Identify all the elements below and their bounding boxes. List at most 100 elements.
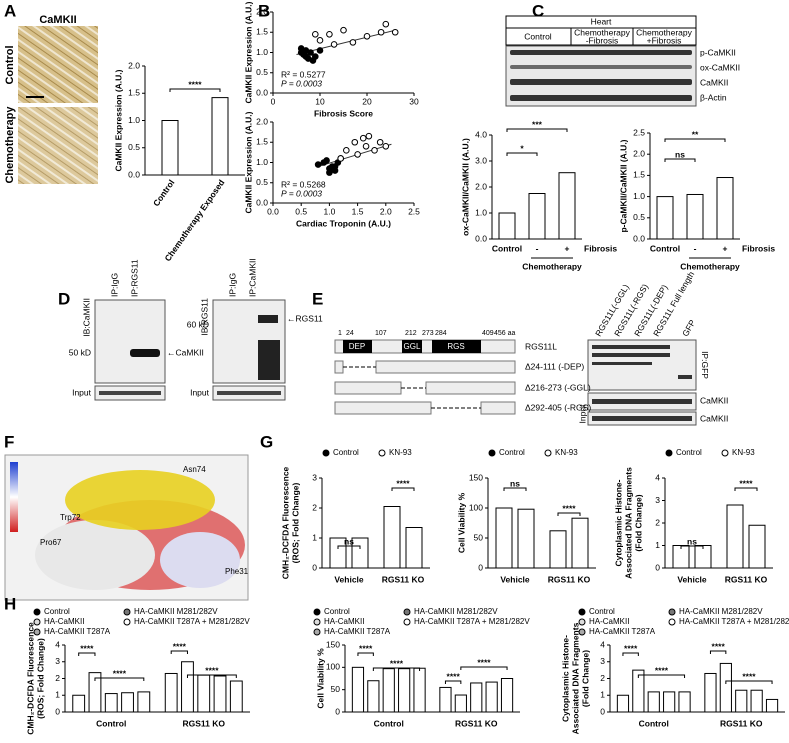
point — [331, 163, 339, 170]
bar — [470, 682, 483, 713]
lane-label: GFP — [680, 318, 698, 338]
y-tick-label: 0 — [600, 706, 605, 716]
x-tick-label: RGS11 KO — [720, 718, 763, 728]
y-tick-label: 100 — [469, 502, 483, 512]
legend-label: Control — [324, 607, 350, 616]
point — [351, 138, 359, 146]
y-tick-label: 1 — [600, 690, 605, 700]
y-tick-label: 2 — [55, 673, 60, 683]
point — [382, 20, 390, 28]
x-tick-label: RGS11 KO — [182, 718, 225, 728]
panel-title: CaMKII — [39, 14, 76, 26]
x-tick-label: - — [536, 243, 539, 253]
significance: **** — [396, 478, 410, 488]
y-axis-label: (Fold Change) — [580, 650, 590, 707]
x-tick-label: RGS11 KO — [455, 718, 498, 728]
bar — [197, 674, 211, 713]
significance: **** — [655, 665, 669, 675]
bar — [439, 686, 452, 713]
domain — [343, 340, 372, 353]
residue-label: Pro67 — [40, 538, 62, 547]
point — [362, 143, 370, 150]
bar — [181, 661, 194, 713]
y-axis-label: (ROS; Fold Change) — [35, 638, 45, 719]
x-tick-label: 1.5 — [352, 206, 364, 216]
significance: ns — [344, 536, 354, 546]
significance: **** — [173, 641, 187, 651]
y-tick-label: 1 — [55, 690, 60, 700]
domain-label: DEP — [349, 342, 365, 351]
bar — [632, 669, 645, 713]
y-tick-label: 2 — [655, 517, 660, 527]
blot-bands — [510, 50, 692, 101]
y-tick-label: 1.5 — [256, 27, 268, 37]
legend-label: HA-CaMKII T287A — [589, 627, 656, 636]
significance: **** — [390, 658, 404, 668]
x-tick-label: 1.0 — [323, 206, 335, 216]
ihc-image — [18, 26, 98, 103]
y-tick-label: 1 — [312, 532, 317, 542]
point — [330, 41, 338, 48]
legend-label: Control — [499, 448, 525, 457]
blot-label: IP:GFP — [700, 351, 710, 379]
bar — [498, 212, 516, 240]
x-row-label: Fibrosis — [742, 243, 775, 253]
ribbon — [65, 470, 215, 530]
significance: **** — [447, 671, 461, 681]
point — [314, 161, 322, 168]
bar — [104, 693, 118, 713]
significance: **** — [188, 79, 202, 89]
residue-label: Trp72 — [60, 513, 81, 522]
bar — [678, 691, 691, 713]
blot-header — [505, 15, 697, 46]
y-axis-label: (ROS; Fold Change) — [290, 482, 300, 563]
blot-row: β-Actin — [700, 92, 727, 102]
y-tick-label: 1.0 — [256, 157, 268, 167]
panel-letter: G — [260, 432, 273, 451]
bar — [765, 698, 779, 713]
y-axis-label: ox-CaMKII/CaMKII (A.U.) — [460, 138, 470, 236]
band — [99, 391, 161, 395]
lane-label: IP:IgG — [227, 273, 237, 297]
bar — [558, 172, 576, 240]
annotation: P = 0.0003 — [281, 188, 322, 198]
y-axis-label: CMH₂-DCFDA Fluorescence — [25, 622, 35, 735]
panel-letter: H — [4, 594, 16, 613]
domain — [402, 340, 422, 353]
bar — [571, 517, 589, 569]
bar — [72, 694, 86, 713]
point — [354, 151, 361, 158]
x-row-label: Fibrosis — [584, 243, 617, 253]
significance-bracket — [503, 487, 527, 491]
significance-bracket — [709, 650, 727, 654]
x-tick-label: 0.0 — [267, 206, 279, 216]
point — [307, 49, 314, 56]
lane-label: IP:IgG — [109, 273, 119, 297]
blot — [94, 299, 166, 384]
y-tick-label: 2 — [600, 673, 605, 683]
y-tick-label: 2.0 — [256, 116, 268, 126]
bar — [88, 672, 102, 713]
significance: ns — [687, 536, 697, 546]
significance: ns — [510, 478, 520, 488]
band-label: ←RGS11 — [287, 313, 323, 323]
y-tick-label: 0 — [335, 706, 340, 716]
point — [377, 28, 385, 36]
x-tick-label: RGS11 KO — [725, 574, 768, 584]
y-tick-label: 2.0 — [633, 148, 645, 158]
significance-bracket — [506, 152, 538, 156]
construct-label: RGS11L — [525, 341, 557, 351]
legend-label: HA-CaMKII T287A + M281/282V — [679, 617, 789, 626]
residue-position: 456 aa — [494, 330, 516, 337]
input-label: Input — [577, 404, 587, 424]
probe-label: IB:RGS11 — [199, 298, 209, 336]
y-tick-label: 150 — [326, 639, 340, 649]
blot-tissue: Heart — [591, 16, 612, 26]
y-tick-label: 0 — [655, 562, 660, 572]
significance-bracket — [622, 652, 639, 656]
bar — [647, 691, 660, 713]
point — [297, 45, 305, 52]
point — [323, 157, 330, 164]
y-tick-label: 3 — [655, 495, 660, 505]
x-tick-label: - — [694, 243, 697, 253]
